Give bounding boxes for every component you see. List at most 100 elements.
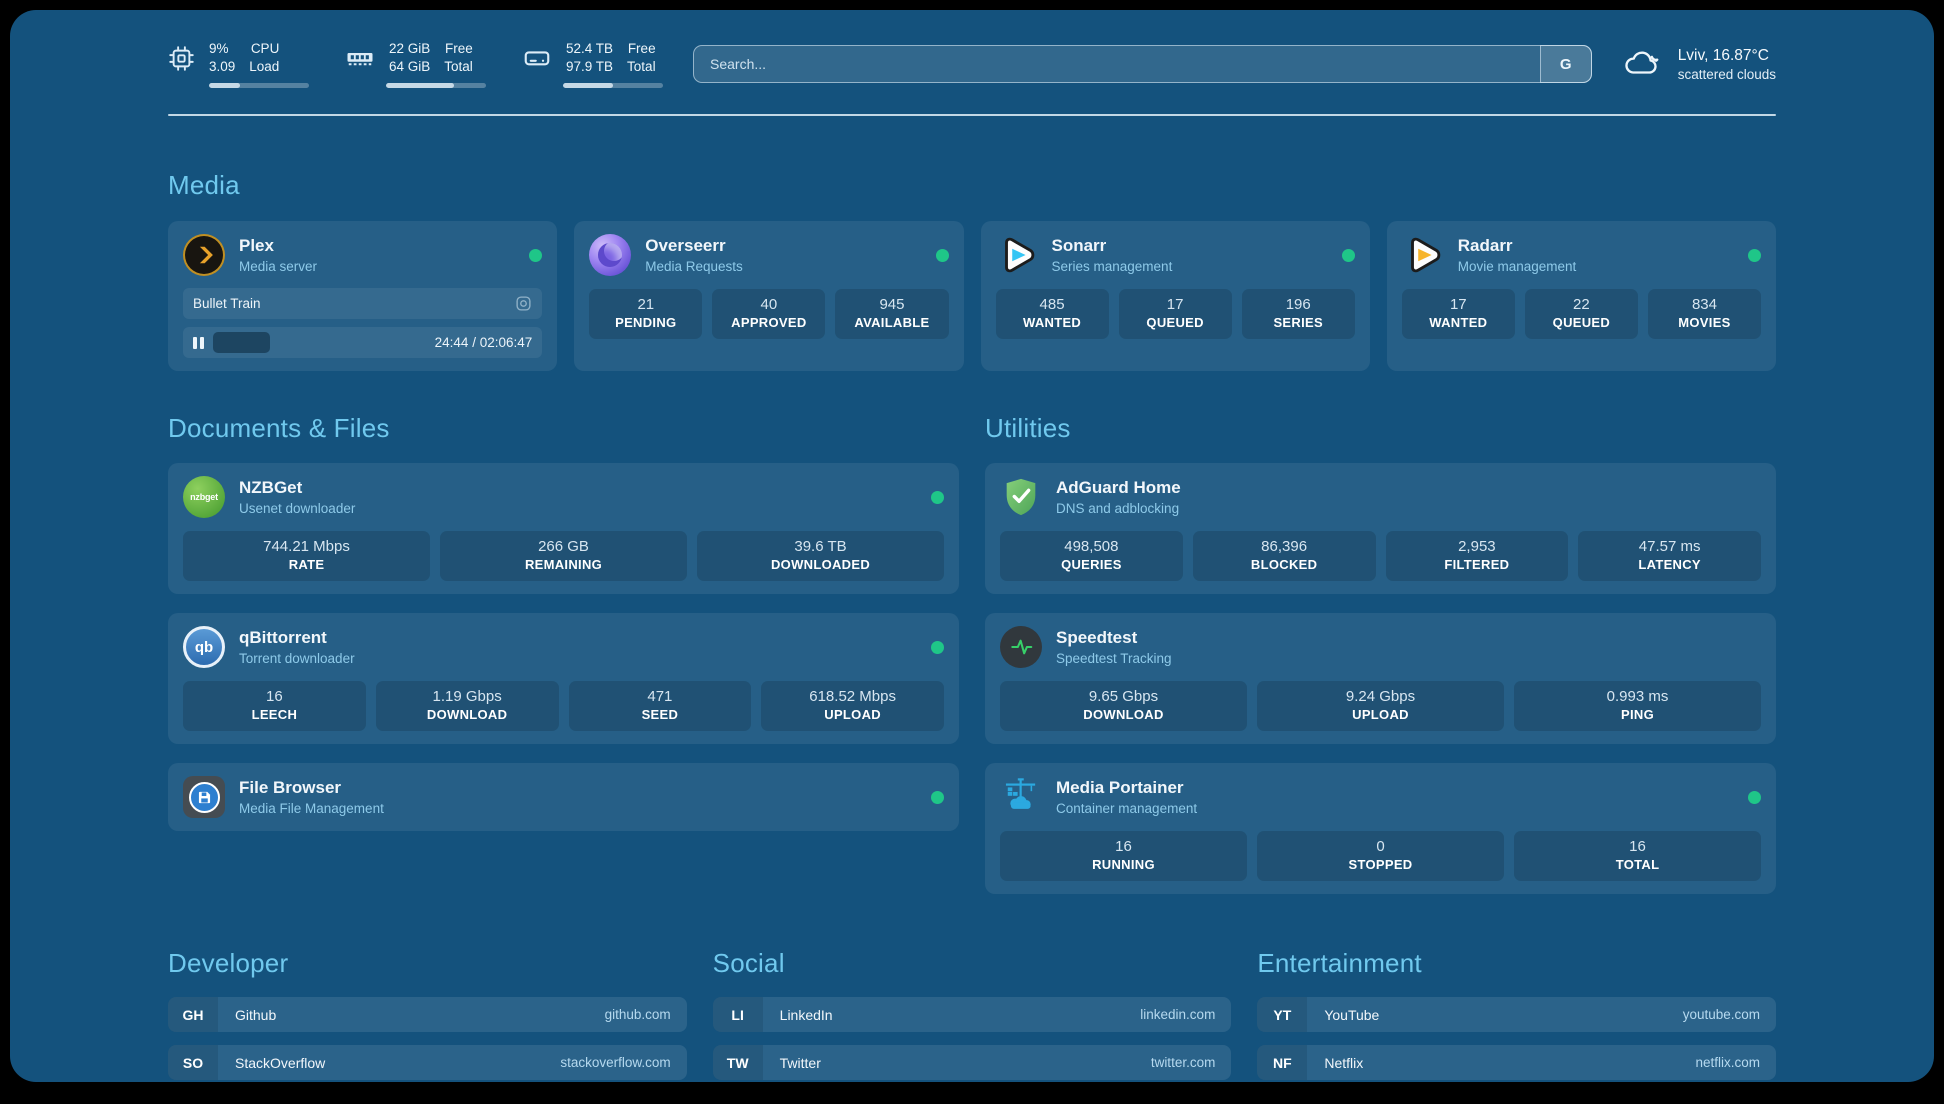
bookmark-row[interactable]: GH Github github.com <box>168 997 687 1033</box>
playback-progress-bar[interactable]: 24:44 / 02:06:47 <box>183 327 543 359</box>
card-plex[interactable]: Plex Media server Bullet Train <box>168 221 558 372</box>
card-stats: 744.21 Mbps RATE 266 GB REMAINING 39.6 TB DOW… <box>183 531 944 582</box>
bookmark-abbr: SO <box>168 1045 218 1081</box>
stat-tile: 618.52 Mbps UPLOAD <box>761 681 944 732</box>
memory-icon <box>345 43 375 73</box>
section-title-social: Social <box>712 948 785 979</box>
status-online-dot <box>931 790 944 804</box>
card-subtitle: Media server <box>239 259 318 275</box>
section-utilities: Utilities AdGuard Home DNS and adblockin… <box>985 413 1776 895</box>
stat-label: LATENCY <box>1638 557 1701 573</box>
stat-label: FILTERED <box>1444 557 1510 573</box>
card-title: Plex <box>239 236 274 256</box>
stat-label: AVAILABLE <box>854 315 930 331</box>
memory-total-value: 64 GiB <box>389 59 431 75</box>
card-stats: 16 RUNNING 0 STOPPED 16 TOTAL <box>1000 831 1761 882</box>
bookmark-row[interactable]: NF Netflix netflix.com <box>1257 1045 1776 1081</box>
stat-tile: 17 QUEUED <box>1118 289 1232 340</box>
stat-label: QUEUED <box>1552 315 1611 331</box>
storage-progress-bar <box>563 83 663 89</box>
card-subtitle: Container management <box>1056 801 1198 817</box>
stat-tile: 834 MOVIES <box>1647 289 1761 340</box>
card-stats: 498,508 QUERIES 86,396 BLOCKED 2,953 FILTERED… <box>1000 531 1761 582</box>
status-online-dot <box>931 640 944 654</box>
card-title: Radarr <box>1457 236 1513 256</box>
bookmark-row[interactable]: LI LinkedIn linkedin.com <box>712 997 1232 1033</box>
sonarr-icon <box>996 234 1038 276</box>
card-title: qBittorrent <box>239 628 327 648</box>
cpu-load-value: 3.09 <box>209 59 236 75</box>
storage-free-value: 52.4 TB <box>566 41 614 56</box>
card-file-browser[interactable]: File Browser Media File Management <box>168 763 959 832</box>
stat-value: 945 <box>879 296 905 314</box>
stat-label: UPLOAD <box>1352 707 1409 723</box>
stat-tile: 16 LEECH <box>183 681 366 732</box>
stat-value: 17 <box>1449 296 1467 314</box>
search-engine-button[interactable]: G <box>1539 45 1592 84</box>
bookmark-list: YT YouTube youtube.com NF Netflix netflix.com… <box>1257 997 1776 1082</box>
stat-label: LEECH <box>251 707 298 723</box>
bookmark-row[interactable]: YT YouTube youtube.com <box>1257 997 1776 1033</box>
card-title: Speedtest <box>1056 628 1138 648</box>
memory-widget: 22 GiB 64 GiB Free Total <box>345 40 486 89</box>
bookmark-group-entertainment: Entertainment YT YouTube youtube.com NF Netf… <box>1257 948 1776 1082</box>
card-subtitle: Media Requests <box>645 259 743 275</box>
card-speedtest[interactable]: Speedtest Speedtest Tracking 9.65 Gbps DO… <box>985 613 1776 745</box>
storage-widget: 52.4 TB 97.9 TB Free Total <box>522 40 663 89</box>
card-qbittorrent[interactable]: qb qBittorrent Torrent downloader 16 LEEC… <box>168 613 959 745</box>
stat-label: REMAINING <box>524 557 603 573</box>
stat-tile: 0 STOPPED <box>1257 831 1504 882</box>
bookmark-row[interactable]: SO StackOverflow stackoverflow.com <box>168 1045 687 1081</box>
card-title: Media Portainer <box>1056 778 1184 798</box>
bookmark-row[interactable]: TW Twitter twitter.com <box>712 1045 1232 1081</box>
stat-label: WANTED <box>1429 315 1488 331</box>
section-title-media: Media <box>168 170 240 201</box>
stat-tile: 1.19 Gbps DOWNLOAD <box>375 681 559 732</box>
header-divider <box>168 114 1776 117</box>
card-subtitle: Series management <box>1051 259 1173 275</box>
stat-value: 16 <box>266 688 283 706</box>
bookmark-url: youtube.com <box>1682 1007 1760 1023</box>
stat-value: 40 <box>760 296 778 314</box>
card-radarr[interactable]: Radarr Movie management 17 WANTED 22 QUEUED… <box>1386 221 1776 372</box>
card-overseerr[interactable]: Overseerr Media Requests 21 PENDING 40 APPR… <box>574 221 964 372</box>
radarr-icon <box>1402 234 1444 276</box>
status-online-dot <box>1341 248 1355 262</box>
card-stats: 485 WANTED 17 QUEUED 196 SERIES <box>995 289 1355 340</box>
card-title: AdGuard Home <box>1056 478 1181 498</box>
nzbget-icon: nzbget <box>183 476 225 519</box>
stat-label: BLOCKED <box>1250 557 1318 573</box>
stat-value: 744.21 Mbps <box>263 538 350 556</box>
now-playing-title: Bullet Train <box>193 296 261 312</box>
speedtest-pulse-icon <box>1000 626 1042 669</box>
card-adguard-home[interactable]: AdGuard Home DNS and adblocking 498,508 Q… <box>985 463 1776 595</box>
stat-tile: 47.57 ms LATENCY <box>1578 531 1761 582</box>
card-stats: 21 PENDING 40 APPROVED 945 AVAILABLE <box>589 289 949 340</box>
cloud-icon <box>1622 45 1664 84</box>
bookmark-url: stackoverflow.com <box>560 1055 671 1071</box>
card-sonarr[interactable]: Sonarr Series management 485 WANTED 17 QUEU… <box>980 221 1370 372</box>
card-stats: 17 WANTED 22 QUEUED 834 MOVIES <box>1401 289 1761 340</box>
stat-value: 17 <box>1166 296 1184 314</box>
cpu-usage-label: CPU <box>250 41 280 56</box>
status-online-dot <box>1748 790 1761 804</box>
card-media-portainer[interactable]: Media Portainer Container management 16 R… <box>985 763 1776 895</box>
stat-value: 22 <box>1573 296 1590 314</box>
search-input[interactable] <box>693 45 1592 84</box>
pause-icon[interactable] <box>193 336 204 349</box>
bookmark-url: github.com <box>604 1007 671 1023</box>
stat-value: 47.57 ms <box>1638 538 1701 556</box>
bookmark-url: linkedin.com <box>1140 1007 1216 1023</box>
stat-label: WANTED <box>1022 315 1082 331</box>
portainer-crane-icon <box>1000 776 1042 818</box>
card-stats: 16 LEECH 1.19 Gbps DOWNLOAD 471 SEED 618.52 Mb… <box>183 681 944 732</box>
gear-icon[interactable] <box>515 295 532 312</box>
adguard-shield-icon <box>1000 476 1042 518</box>
stat-label: STOPPED <box>1348 857 1413 873</box>
cpu-progress-bar <box>209 83 309 89</box>
stat-value: 834 <box>1691 296 1717 314</box>
weather-widget[interactable]: Lviv, 16.87°C scattered clouds <box>1622 45 1776 84</box>
card-nzbget[interactable]: nzbget NZBGet Usenet downloader 744.21 M… <box>168 463 959 595</box>
stat-tile: 266 GB REMAINING <box>440 531 687 582</box>
cpu-chip-icon <box>168 45 195 72</box>
